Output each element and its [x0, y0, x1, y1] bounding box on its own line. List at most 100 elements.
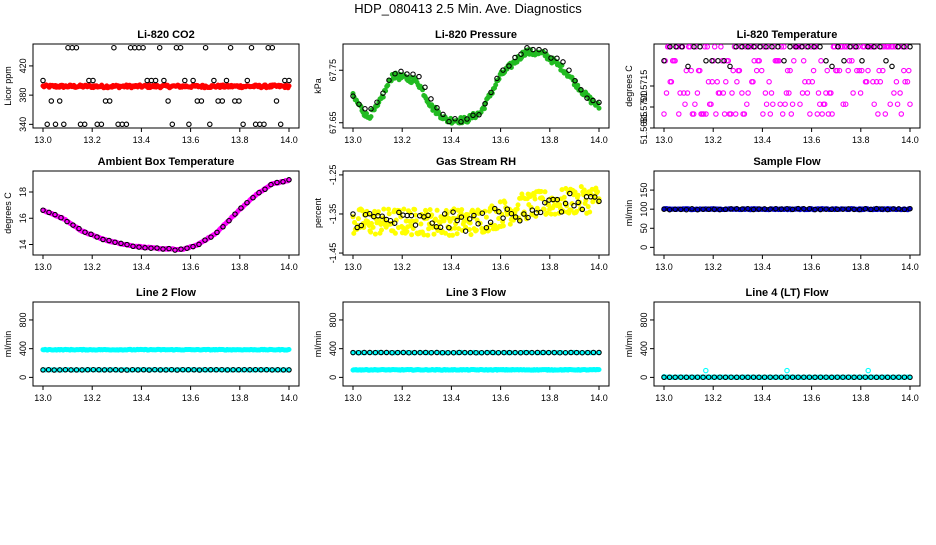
data-point-raw	[666, 374, 673, 381]
data-point-raw	[845, 206, 852, 212]
data-point-raw	[907, 205, 913, 212]
data-point-raw	[575, 199, 581, 206]
data-point-raw	[823, 374, 829, 380]
data-point-raw	[361, 349, 367, 356]
data-point-raw	[573, 349, 580, 356]
x-tick-label: 13.2	[704, 393, 722, 403]
data-point-raw	[761, 374, 768, 380]
y-tick-label: 67.75	[328, 59, 338, 82]
x-tick-label: 13.8	[541, 262, 559, 272]
data-point-main	[829, 111, 835, 117]
data-point-main	[788, 111, 795, 117]
y-axis-label-line4_flow: ml/min	[624, 331, 634, 358]
data-point-raw	[166, 245, 172, 252]
data-point-main	[870, 79, 876, 85]
data-point-raw	[161, 77, 167, 84]
y-tick-label: 400	[18, 341, 28, 356]
points-licor_temp	[661, 44, 913, 117]
data-point-raw	[579, 349, 585, 356]
data-point-raw	[823, 206, 829, 212]
data-point-raw	[123, 121, 130, 128]
data-point-main	[766, 79, 772, 85]
data-point-main	[372, 231, 378, 237]
data-point-raw	[252, 366, 259, 373]
data-point-main	[850, 90, 856, 96]
data-point-main	[809, 79, 816, 85]
data-point-main	[468, 232, 474, 238]
data-point-raw	[473, 349, 479, 356]
y-tick-label: 800	[18, 312, 28, 327]
data-point-raw	[446, 224, 452, 231]
data-point-raw	[350, 93, 356, 99]
data-point-raw	[40, 77, 46, 84]
data-point-main	[823, 90, 829, 96]
data-point-main	[791, 58, 797, 64]
data-point-main	[828, 90, 834, 96]
x-tick-label: 13.2	[83, 393, 101, 403]
data-point-raw	[355, 349, 362, 356]
x-tick-label: 13.4	[443, 262, 461, 272]
plot-frame-line2_flow	[32, 301, 300, 387]
data-point-raw	[739, 374, 746, 380]
data-point-raw	[94, 234, 100, 240]
data-point-main	[500, 223, 506, 229]
data-point-raw	[391, 220, 398, 226]
data-point-raw	[703, 58, 709, 64]
data-point-main	[789, 101, 796, 107]
data-point-raw	[679, 44, 685, 50]
data-point-main	[732, 111, 739, 117]
data-point-raw	[240, 121, 246, 128]
data-point-main	[777, 101, 783, 107]
data-point-raw	[884, 374, 891, 381]
data-point-raw	[196, 241, 202, 248]
data-point-raw	[661, 206, 667, 212]
data-point-raw	[562, 200, 569, 207]
data-point-raw	[169, 121, 176, 128]
x-tick-label: 13.2	[83, 135, 101, 145]
data-point-raw	[721, 58, 727, 64]
data-point-raw	[728, 206, 734, 212]
data-point-raw	[56, 98, 63, 104]
data-point-raw	[208, 234, 214, 240]
data-point-raw	[812, 374, 818, 381]
data-point-raw	[392, 70, 398, 77]
data-point-raw	[142, 245, 148, 251]
data-point-raw	[691, 44, 697, 50]
data-point-raw	[160, 246, 166, 252]
data-point-main	[704, 44, 711, 50]
data-point-raw	[467, 349, 474, 356]
data-point-raw	[537, 209, 544, 216]
data-point-main	[708, 101, 714, 107]
x-tick-label: 13.2	[393, 393, 411, 403]
y-tick-label: 380	[18, 88, 28, 103]
data-point-main	[668, 79, 675, 85]
data-point-raw	[596, 198, 602, 205]
data-point-raw	[512, 54, 518, 61]
data-point-raw	[789, 206, 796, 213]
x-tick-label: 14.0	[590, 135, 608, 145]
data-point-raw	[48, 98, 55, 104]
data-point-raw	[678, 374, 684, 380]
y-tick-label: 50	[639, 223, 649, 233]
data-point-main	[841, 44, 848, 50]
data-point-main	[596, 105, 602, 111]
data-point-raw	[269, 367, 275, 373]
data-point-raw	[521, 211, 527, 217]
data-point-raw	[112, 367, 119, 373]
data-point-main	[856, 67, 863, 74]
data-point-main	[581, 187, 587, 193]
data-point-raw	[551, 349, 558, 356]
data-point-raw	[238, 205, 244, 211]
data-point-raw	[517, 218, 523, 224]
data-point-raw	[214, 229, 220, 236]
data-point-main	[821, 101, 828, 107]
data-point-raw	[568, 349, 574, 356]
data-point-raw	[545, 349, 552, 356]
data-point-main	[739, 90, 745, 96]
x-tick-label: 13.6	[182, 135, 200, 145]
y-tick-label: 51.5700	[639, 91, 649, 124]
data-point-raw	[482, 101, 488, 107]
data-point-raw	[799, 44, 805, 50]
data-point-raw	[379, 213, 385, 219]
